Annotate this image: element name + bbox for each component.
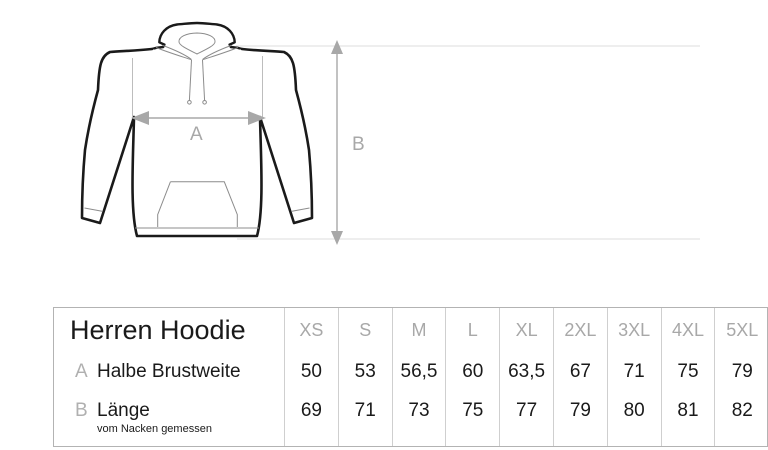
svg-text:B: B <box>352 134 365 155</box>
svg-text:A: A <box>190 124 203 145</box>
